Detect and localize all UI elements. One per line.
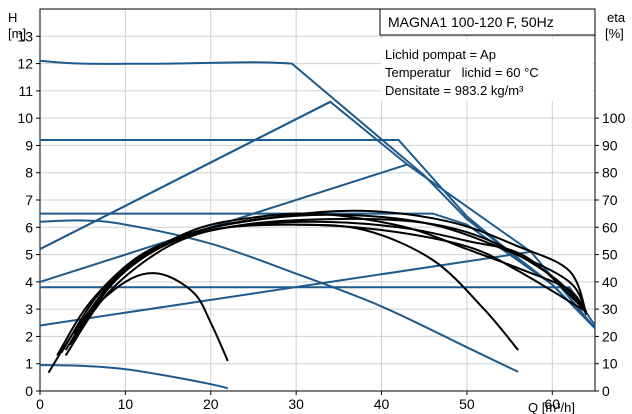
y-right-tick-label-3: 30 (602, 301, 618, 317)
info-line-fluid: Lichid pompat = Ap (385, 47, 496, 62)
y-left-tick-label-1: 1 (25, 356, 33, 372)
head-curve-1 (40, 139, 596, 329)
y-left-tick-label-9: 9 (25, 137, 33, 153)
info-line-temperature: Temperatur lichid = 60 °C (385, 65, 539, 80)
head-curve-4 (39, 219, 519, 373)
head-curve-3 (40, 286, 596, 327)
system-line-1 (39, 163, 408, 283)
y-left-tick-label-3: 3 (25, 301, 33, 317)
x-tick-label-2: 20 (203, 396, 219, 412)
chart-title: MAGNA1 100-120 F, 50Hz (388, 14, 554, 30)
efficiency-curve-7 (81, 212, 588, 321)
x-tick-label-0: 0 (36, 396, 44, 412)
y-right-tick-label-4: 40 (602, 274, 618, 290)
head-curve-5 (39, 364, 229, 390)
y-right-tick-label-1: 10 (602, 356, 618, 372)
y-left-tick-label-8: 8 (25, 165, 33, 181)
x-tick-label-1: 10 (118, 396, 134, 412)
y-left-tick-label-6: 6 (25, 219, 33, 235)
info-box: MAGNA1 100-120 F, 50Hz Lichid pompat = A… (379, 8, 596, 101)
y-left-tick-label-11: 11 (18, 83, 33, 99)
info-line-density: Densitate = 983.2 kg/m³ (385, 83, 524, 98)
y-left-tick-label-0: 0 (25, 383, 33, 399)
y-left-title-line2: [m] (8, 26, 26, 41)
head-curve-0 (39, 59, 596, 329)
y-right-tick-label-5: 50 (602, 247, 618, 263)
y-right-tick-label-7: 70 (602, 192, 618, 208)
y-left-tick-label-4: 4 (25, 274, 33, 290)
x-tick-label-5: 50 (459, 396, 475, 412)
x-tick-label-3: 30 (288, 396, 304, 412)
y-right-ticks: 0 10 20 30 40 50 60 70 80 90 100 (595, 110, 626, 399)
x-ticks: 0 10 20 30 40 50 60 (36, 391, 560, 412)
y-right-title-line1: eta (607, 10, 626, 25)
y-left-tick-label-2: 2 (25, 328, 33, 344)
x-tick-label-6: 60 (545, 396, 561, 412)
efficiency-curve-4 (69, 213, 588, 346)
x-axis-title: Q [m³/h] (528, 400, 575, 414)
y-right-tick-label-9: 90 (602, 137, 618, 153)
y-right-tick-label-2: 20 (602, 328, 618, 344)
y-right-tick-label-0: 0 (602, 383, 610, 399)
y-left-tick-label-13: 13 (17, 28, 33, 44)
system-line-2 (39, 250, 532, 327)
y-left-tick-label-12: 12 (17, 56, 33, 72)
info-backdrop (381, 39, 593, 101)
x-tick-label-4: 40 (374, 396, 390, 412)
y-left-tick-label-5: 5 (25, 247, 33, 263)
y-left-tick-label-7: 7 (25, 192, 33, 208)
chart-title-box (379, 8, 596, 36)
y-right-tick-label-6: 60 (602, 219, 618, 235)
y-right-tick-label-8: 80 (602, 165, 618, 181)
efficiency-curve-6 (64, 223, 519, 357)
y-left-tick-label-10: 10 (17, 110, 33, 126)
efficiency-curves (47, 209, 588, 374)
y-right-title-line2: [%] (605, 26, 624, 41)
y-right-tick-label-10: 100 (602, 110, 626, 126)
y-left-title-line1: H (8, 10, 17, 25)
efficiency-curve-5 (73, 209, 588, 335)
